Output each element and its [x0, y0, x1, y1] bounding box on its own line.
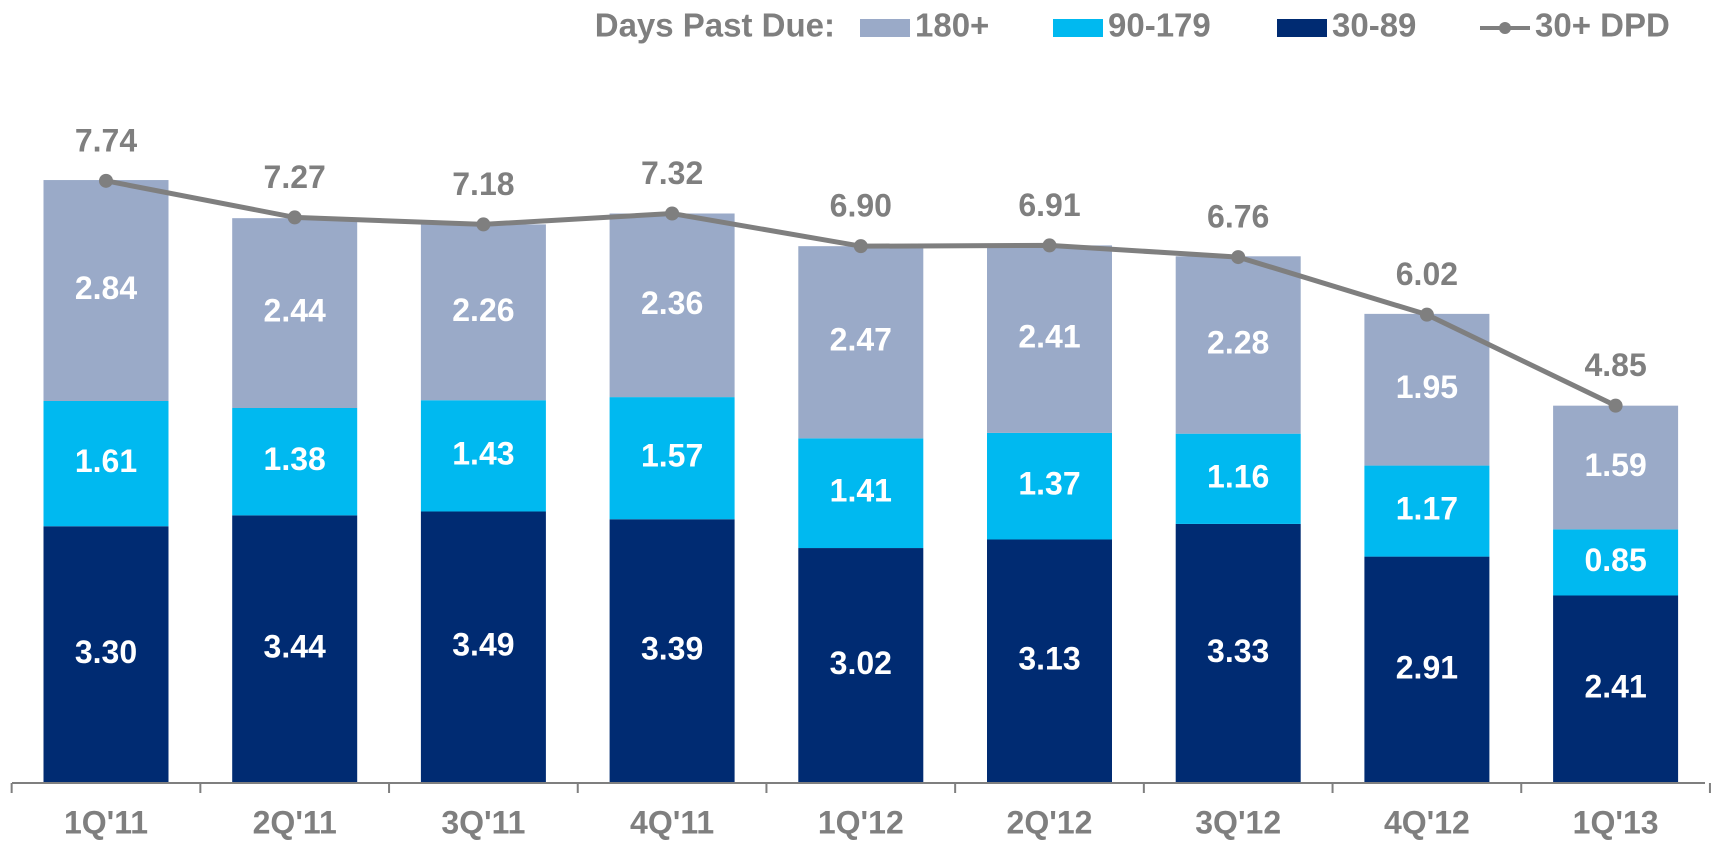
bar-value-label: 2.84 [75, 270, 137, 306]
x-tick-label: 3Q'11 [441, 804, 525, 840]
bar-value-label: 2.41 [1584, 669, 1646, 705]
bar-value-label: 2.44 [264, 293, 326, 329]
x-tick-label: 1Q'11 [64, 804, 148, 840]
legend-label: 90-179 [1108, 7, 1211, 44]
legend-swatch [1277, 19, 1327, 37]
bar-segment [1175, 523, 1301, 783]
bar-value-label: 3.02 [830, 645, 892, 681]
x-tick-label: 2Q'12 [1007, 804, 1093, 840]
line-value-label: 6.76 [1207, 199, 1269, 235]
bar-value-label: 3.39 [641, 631, 703, 667]
line-marker [853, 239, 868, 254]
bar-segment [1553, 405, 1679, 530]
bar-value-label: 2.28 [1207, 324, 1269, 360]
x-tick-label: 3Q'12 [1195, 804, 1281, 840]
bar-segment [1553, 595, 1679, 783]
bar-value-label: 1.61 [75, 443, 137, 479]
bar-value-label: 3.33 [1207, 633, 1269, 669]
legend-label: 180+ [915, 7, 989, 44]
bar-value-label: 1.37 [1018, 466, 1080, 502]
bar-segment [420, 511, 546, 783]
line-value-label: 4.85 [1584, 347, 1646, 383]
bar-value-label: 2.36 [641, 285, 703, 321]
bar-value-label: 2.91 [1396, 649, 1458, 685]
line-marker [1608, 398, 1623, 413]
bar-value-label: 3.30 [75, 634, 137, 670]
bar-segment [1175, 256, 1301, 434]
bar-segment [1364, 313, 1490, 466]
line-value-label: 6.91 [1018, 187, 1080, 223]
legend-swatch [860, 19, 910, 37]
bar-value-label: 0.85 [1584, 542, 1646, 578]
bar-segment [798, 246, 924, 439]
bar-segment [1364, 465, 1490, 557]
bar-segment [43, 180, 169, 402]
x-tick-label: 4Q'11 [630, 804, 714, 840]
line-value-label: 7.27 [264, 159, 326, 195]
bar-value-label: 2.26 [452, 292, 514, 328]
bar-value-label: 1.57 [641, 438, 703, 474]
bar-segment [987, 539, 1112, 783]
bar-value-label: 2.41 [1018, 319, 1080, 355]
bar-segment [609, 213, 735, 398]
bar-value-label: 3.44 [264, 629, 326, 665]
bar-segment [1175, 433, 1301, 524]
bar-segment [609, 519, 735, 783]
line-marker [1231, 250, 1246, 265]
bar-value-label: 1.43 [452, 435, 514, 471]
x-tick-label: 2Q'11 [253, 804, 337, 840]
bar-value-label: 1.95 [1396, 369, 1458, 405]
bar-segment [43, 401, 169, 527]
bar-value-label: 2.47 [830, 322, 892, 358]
bar-segment [420, 400, 546, 512]
line-value-label: 6.90 [830, 188, 892, 224]
bar-value-label: 1.17 [1396, 491, 1458, 527]
legend-marker [1499, 22, 1511, 34]
line-marker [665, 206, 680, 221]
line-value-label: 7.74 [75, 122, 137, 158]
x-tick-label: 1Q'13 [1573, 804, 1659, 840]
bar-segment [43, 526, 169, 783]
line-marker [99, 173, 113, 188]
bar-value-label: 3.13 [1018, 641, 1080, 677]
bar-value-label: 1.38 [264, 441, 326, 477]
bar-value-label: 1.16 [1207, 458, 1269, 494]
line-marker [287, 210, 302, 225]
bar-segment [609, 397, 735, 520]
line-value-label: 7.32 [641, 155, 703, 191]
bar-segment [232, 515, 358, 783]
line-marker [1042, 238, 1057, 253]
bar-segment [798, 438, 924, 549]
bar-segment [1364, 556, 1490, 783]
bar-segment [987, 245, 1112, 433]
bar-segment [420, 224, 546, 401]
bar-value-label: 3.49 [452, 627, 514, 663]
line-value-label: 6.02 [1396, 256, 1458, 292]
bar-value-label: 1.41 [830, 473, 892, 509]
bar-segment [232, 408, 358, 516]
x-tick-label: 1Q'12 [818, 804, 904, 840]
legend-swatch [1053, 19, 1103, 37]
bar-segment [232, 218, 358, 409]
bar-segment [798, 548, 924, 783]
legend-title: Days Past Due: [595, 7, 835, 44]
bar-value-label: 1.59 [1584, 447, 1646, 483]
line-value-label: 7.18 [452, 166, 514, 202]
x-tick-label: 4Q'12 [1384, 804, 1470, 840]
legend-label: 30+ DPD [1535, 7, 1670, 44]
bar-segment [987, 432, 1112, 540]
legend-label: 30-89 [1332, 7, 1416, 44]
line-marker [1419, 307, 1434, 322]
bar-segment [1553, 529, 1679, 596]
line-marker [476, 217, 491, 232]
